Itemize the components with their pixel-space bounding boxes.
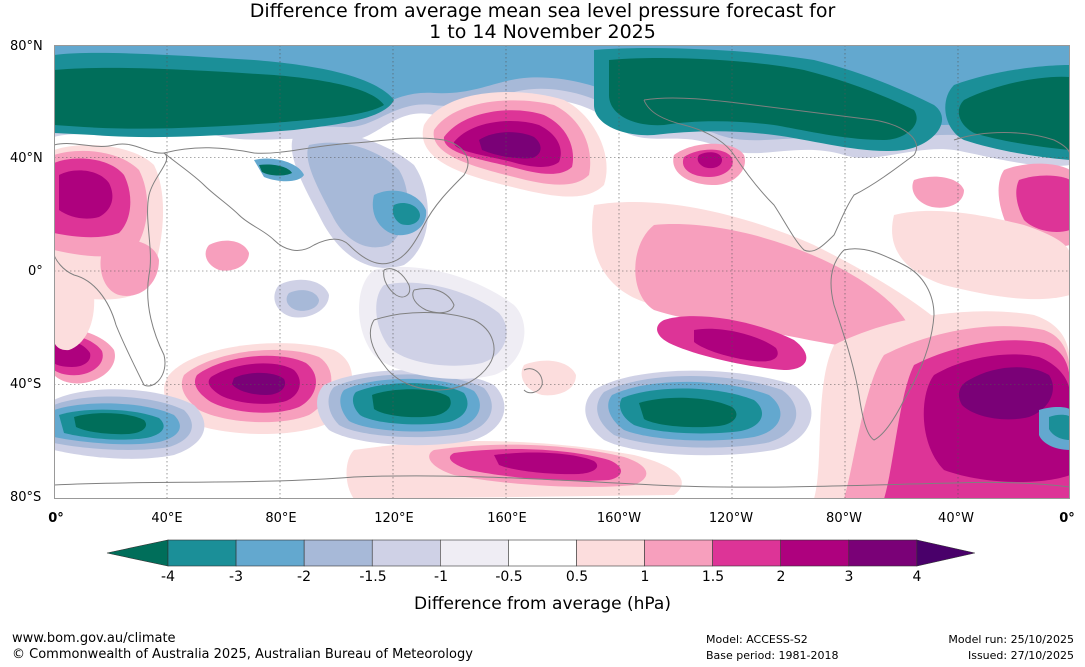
- lat-label-40n: 40°N: [10, 151, 43, 166]
- south-atlantic-high-anomaly: [54, 311, 1070, 499]
- colorbar-tick: -0.5: [495, 569, 523, 585]
- indian-ocean-high-anomaly: [164, 343, 353, 435]
- colorbar-cell: [440, 539, 509, 567]
- colorbar-tick: -3: [229, 569, 243, 585]
- lon-label-0-right: 0°: [1059, 511, 1075, 526]
- lon-label-80e: 80°E: [265, 511, 297, 526]
- colorbar-tick: -2: [297, 569, 311, 585]
- footer-issued: Issued: 27/10/2025: [967, 649, 1074, 662]
- coastlines: [54, 97, 1070, 488]
- footer-model: Model: ACCESS-S2: [706, 633, 808, 646]
- pressure-anomaly-map: [54, 45, 1070, 499]
- lon-label-160w: 160°W: [596, 511, 642, 526]
- lon-label-0-left: 0°: [48, 511, 64, 526]
- lat-label-equator: 0°: [28, 264, 43, 279]
- colorbar-tick: 1: [640, 569, 650, 585]
- colorbar: [106, 539, 975, 567]
- colorbar-tick: 2: [776, 569, 786, 585]
- lon-label-160e: 160°E: [487, 511, 527, 526]
- colorbar-cell: [235, 539, 305, 567]
- colorbar-label: Difference from average (hPa): [414, 594, 671, 614]
- colorbar-cell: [303, 539, 373, 567]
- map-title-line1: Difference from average mean sea level p…: [249, 0, 836, 22]
- lon-label-40w: 40°W: [938, 511, 974, 526]
- minor-positive-anomalies: [54, 176, 964, 396]
- map-title-line2: 1 to 14 November 2025: [429, 21, 656, 43]
- colorbar-arrow-low: [106, 539, 169, 567]
- lon-label-120e: 120°E: [374, 511, 414, 526]
- colorbar-tick: -1.5: [359, 569, 387, 585]
- colorbar-cell: [780, 539, 850, 567]
- lon-label-80w: 80°W: [826, 511, 862, 526]
- asia-australia-negative-anomaly: [254, 131, 525, 379]
- colorbar-cell: [712, 539, 782, 567]
- lat-label-80s: 80°S: [10, 490, 42, 505]
- colorbar-cell: [848, 539, 918, 567]
- southern-ocean-low-anomalies: [54, 370, 1070, 459]
- lat-label-80n: 80°N: [10, 39, 43, 54]
- lon-label-120w: 120°W: [708, 511, 754, 526]
- lat-label-40s: 40°S: [10, 377, 42, 392]
- colorbar-tick: 4: [912, 569, 922, 585]
- tropical-positive-anomaly: [592, 201, 1070, 370]
- lon-label-40e: 40°E: [151, 511, 183, 526]
- colorbar-arrow-high: [916, 539, 975, 567]
- colorbar-cell: [371, 539, 441, 567]
- colorbar-tick: -1: [434, 569, 448, 585]
- colorbar-tick: 3: [844, 569, 854, 585]
- north-pacific-high-anomaly: [422, 92, 745, 197]
- arctic-low-anomaly: [54, 45, 1070, 167]
- colorbar-tick: 0.5: [565, 569, 589, 585]
- colorbar-cell: [508, 539, 577, 567]
- footer-website: www.bom.gov.au/climate: [12, 631, 176, 646]
- colorbar-tick: 1.5: [701, 569, 725, 585]
- colorbar-cell: [167, 539, 237, 567]
- southern-ocean-high-band: [346, 440, 682, 499]
- graticule: [54, 45, 1070, 499]
- footer-copyright: © Commonwealth of Australia 2025, Austra…: [12, 647, 473, 662]
- colorbar-tick: -4: [161, 569, 175, 585]
- colorbar-cell: [576, 539, 645, 567]
- footer-base-period: Base period: 1981-2018: [706, 649, 839, 662]
- footer-model-run: Model run: 25/10/2025: [948, 633, 1074, 646]
- map-frame: [54, 45, 1070, 499]
- colorbar-cell: [644, 539, 713, 567]
